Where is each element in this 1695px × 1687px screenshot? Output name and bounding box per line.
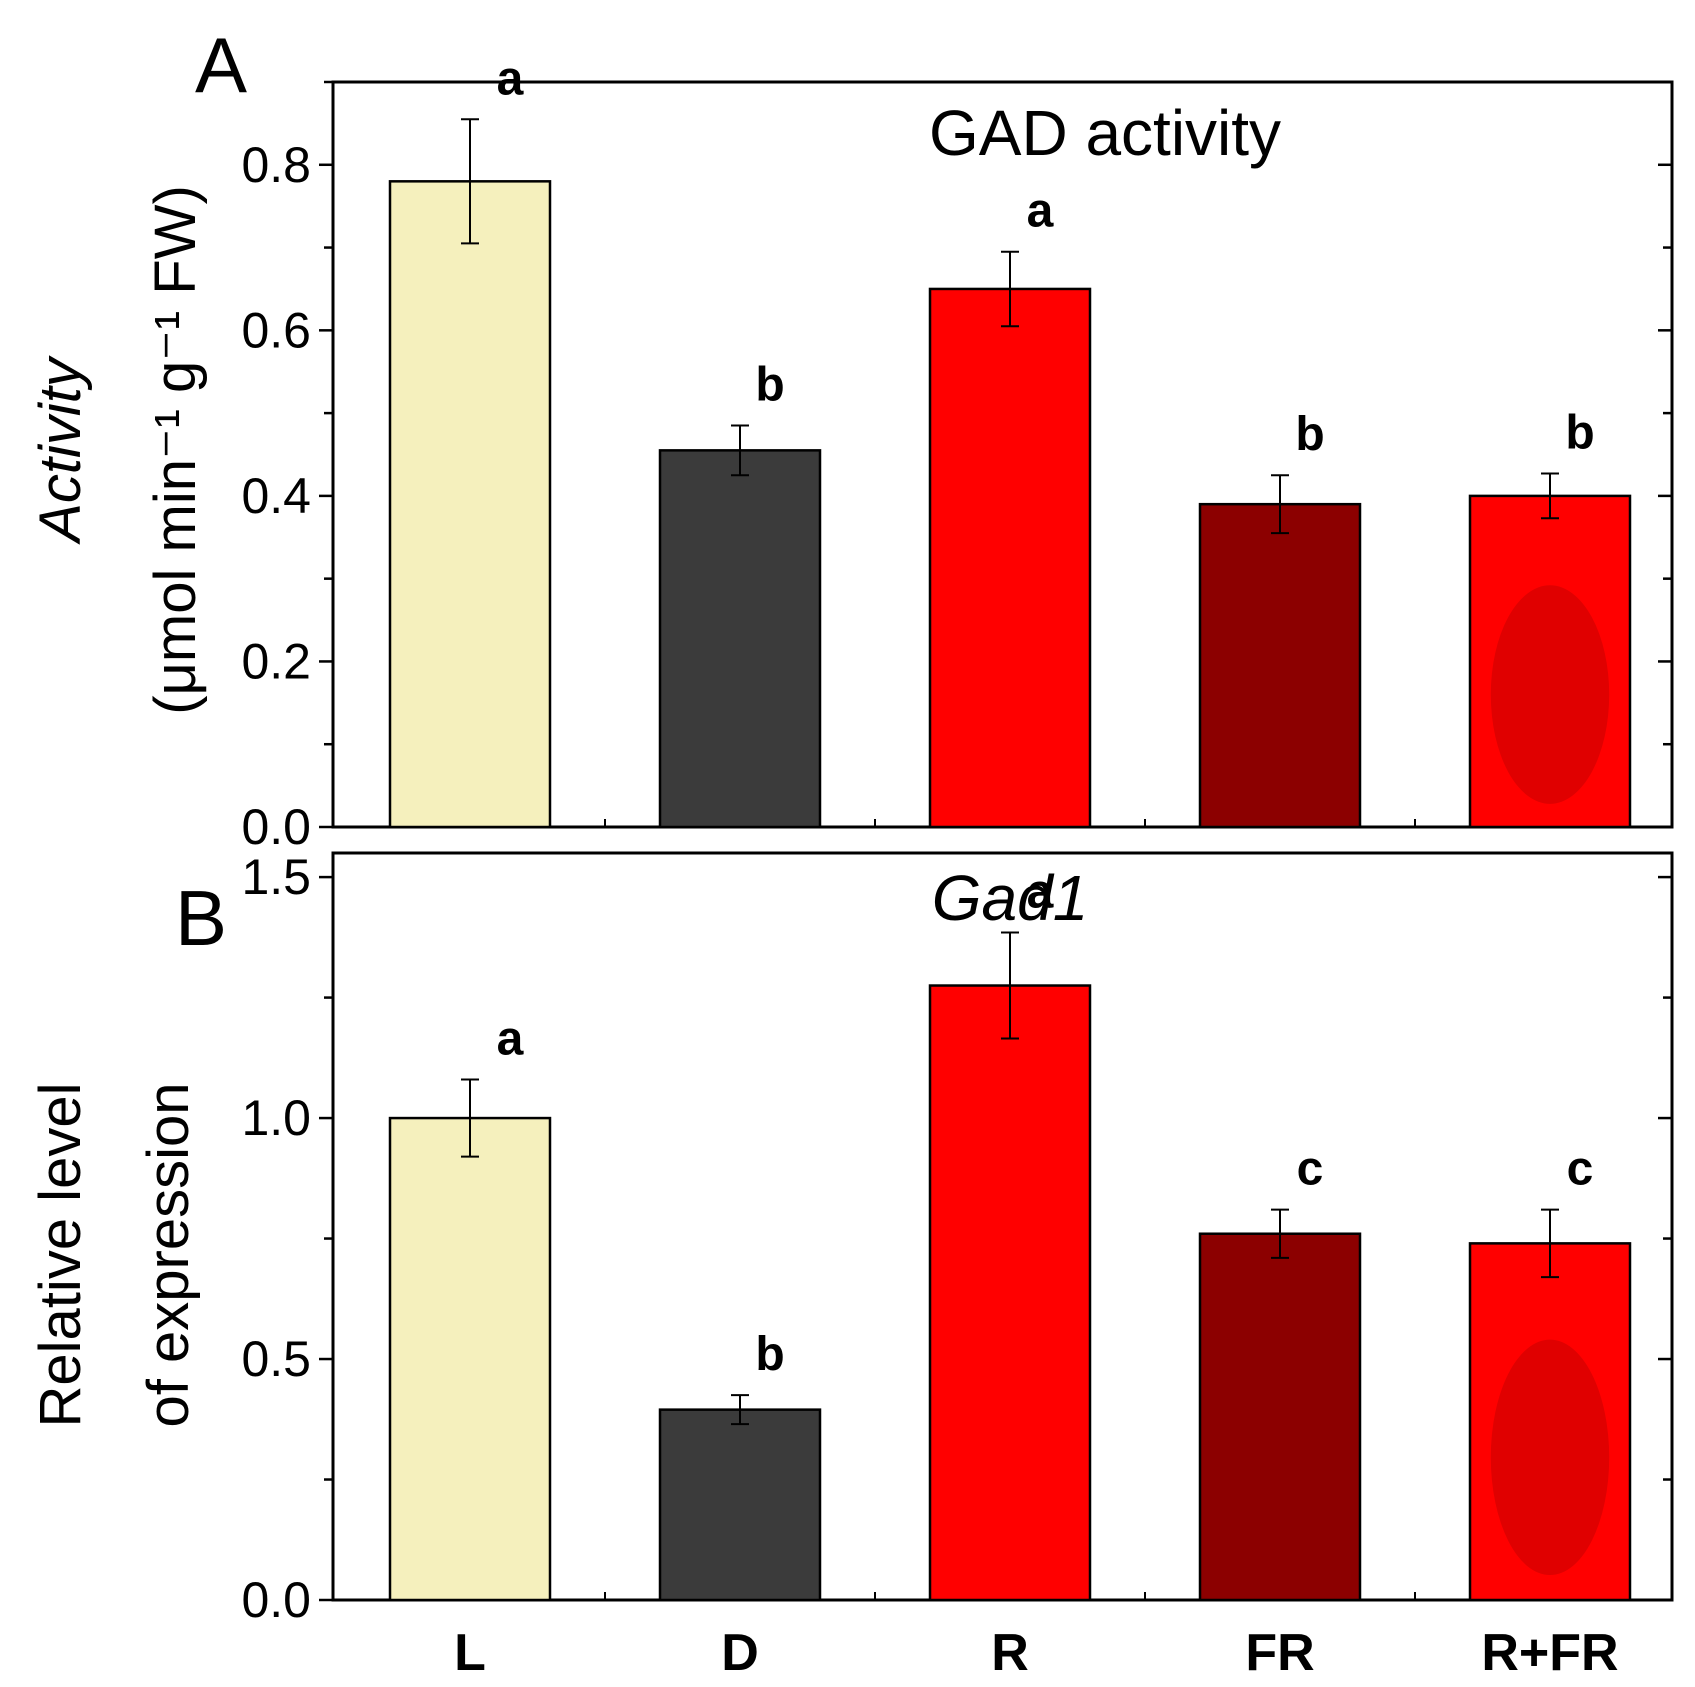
panel-a-ylabel-line2: (μmol min⁻¹ g⁻¹ FW) — [143, 185, 208, 715]
panel-b-bar-l — [388, 1116, 552, 1602]
panel-a-letter: A — [195, 21, 247, 109]
panel-a-title: GAD activity — [929, 97, 1281, 169]
panel-a-ytick-label: 0.8 — [241, 137, 311, 193]
panel-a: A GAD activity Activity (μmol min⁻¹ g⁻¹ … — [28, 21, 1674, 855]
panel-b-bar-fr — [1198, 1232, 1362, 1602]
panel-a-bar-l — [388, 180, 552, 829]
panel-a-significance-label: b — [1565, 407, 1594, 460]
x-category-label: R+FR — [1481, 1624, 1618, 1682]
panel-a-ytick-label: 0.4 — [241, 468, 311, 524]
panel-a-ytick-label: 0.0 — [241, 799, 311, 855]
panel-a-significance-label: a — [497, 52, 524, 105]
x-category-labels: L D R FR R+FR — [454, 1624, 1619, 1682]
panel-a-bar-r — [928, 287, 1092, 829]
panel-a-plot: 0.0 0.2 0.4 0.6 0.8 a b a b b — [241, 52, 1674, 855]
panel-b-ylabel-line1: Relative level — [28, 1083, 93, 1428]
panel-b-plot: 0.0 0.5 1.0 1.5 a b a c c — [241, 849, 1674, 1628]
panel-b-significance-label: c — [1297, 1143, 1324, 1196]
panel-b-significance-label: a — [497, 1013, 524, 1066]
panel-b-bar-r-plus-fr-shading — [1490, 1339, 1610, 1576]
panel-a-significance-label: b — [1295, 408, 1324, 461]
panel-b: B Gad1 Relative level of expression 0.00… — [28, 849, 1674, 1628]
x-category-label: FR — [1245, 1624, 1314, 1682]
x-category-label: L — [454, 1624, 486, 1682]
panel-b-ytick-label: 1.5 — [241, 849, 311, 905]
panel-a-significance-label: b — [755, 359, 784, 412]
panel-a-bar-r-plus-fr-shading — [1490, 585, 1610, 804]
panel-b-ytick-label: 0.5 — [241, 1331, 311, 1387]
panel-b-ytick-label: 1.0 — [241, 1090, 311, 1146]
x-category-label: D — [721, 1624, 759, 1682]
panel-b-ylabel-line2: of expression — [136, 1083, 201, 1428]
panel-b-ylabel: Relative level of expression — [28, 1083, 201, 1428]
panel-b-significance-label: a — [1027, 866, 1054, 919]
panel-a-significance-label: a — [1027, 185, 1054, 238]
panel-b-bar-d — [658, 1408, 822, 1602]
panel-a-bar-d — [658, 449, 822, 829]
panel-b-letter: B — [175, 874, 227, 962]
panel-a-ytick-label: 0.2 — [241, 633, 311, 689]
panel-b-bar-r — [928, 984, 1092, 1602]
panel-b-significance-label: b — [755, 1328, 784, 1381]
panel-a-ylabel-line1: Activity — [28, 355, 93, 545]
x-category-label: R — [991, 1624, 1029, 1682]
panel-a-bar-fr — [1198, 502, 1362, 829]
panel-a-ytick-label: 0.6 — [241, 302, 311, 358]
panel-a-ylabel: Activity (μmol min⁻¹ g⁻¹ FW) — [28, 185, 208, 715]
panel-b-significance-label: c — [1567, 1143, 1594, 1196]
panel-b-ytick-label: 0.0 — [241, 1572, 311, 1628]
panel-b-title: Gad1 — [932, 862, 1089, 934]
